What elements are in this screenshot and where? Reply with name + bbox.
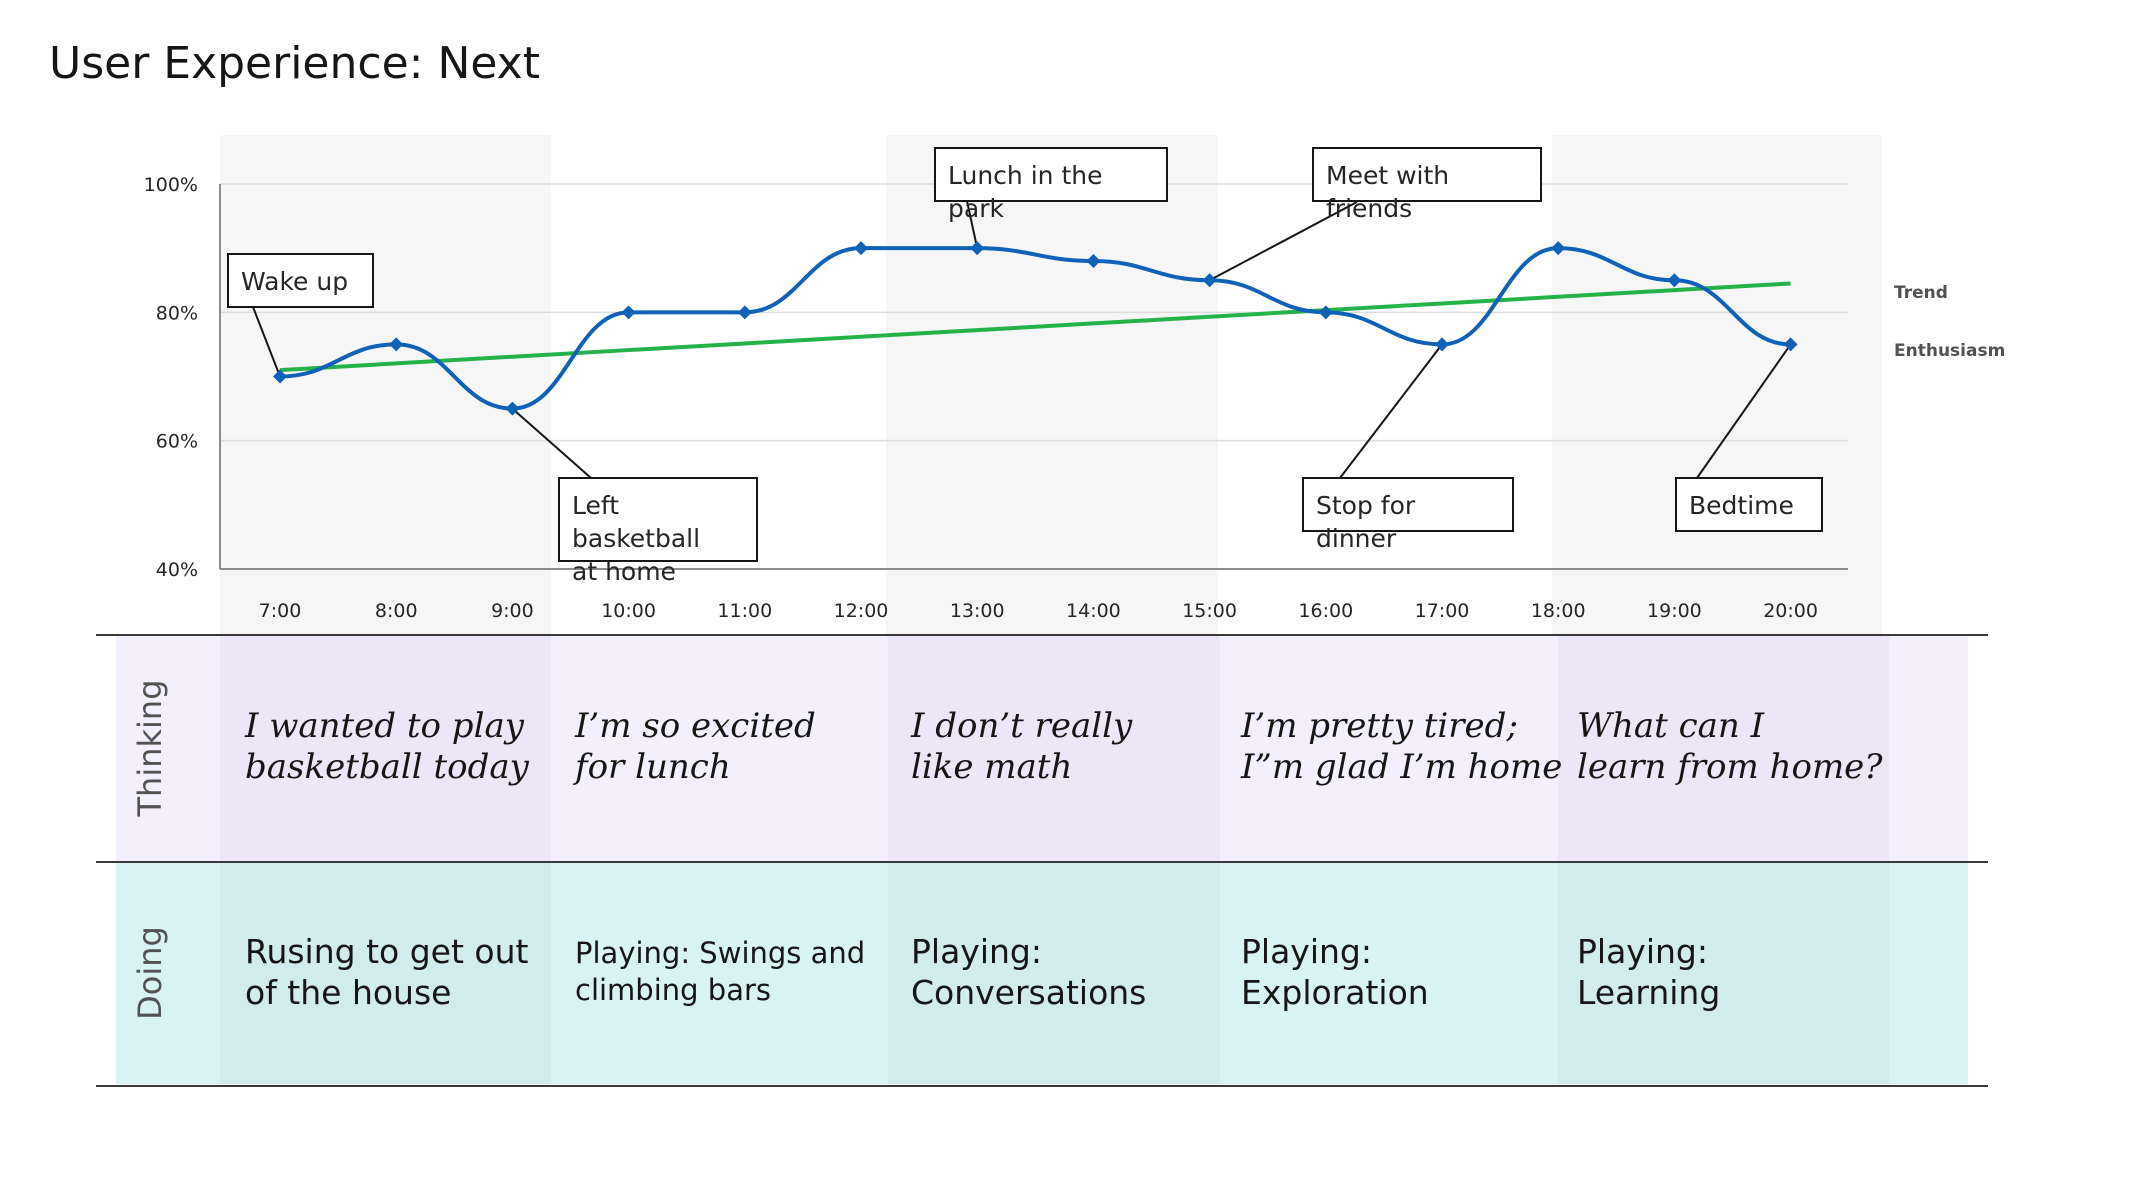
callout-bedtime: Bedtime	[1675, 477, 1823, 532]
callout-meet-with-friends: Meet with friends	[1312, 147, 1542, 202]
thinking-cell: I don’t really like math	[911, 706, 1132, 788]
enthusiasm-point	[854, 241, 868, 255]
time-block-shade	[220, 135, 551, 635]
x-tick-label: 15:00	[1182, 600, 1237, 622]
divider	[96, 634, 1988, 636]
x-tick-label: 9:00	[491, 600, 534, 622]
x-tick-label: 19:00	[1647, 600, 1702, 622]
x-tick-label: 11:00	[717, 600, 772, 622]
legend-enthusiasm: Enthusiasm	[1894, 341, 2005, 361]
callout-left-basketball: Left basketball at home	[558, 477, 758, 562]
time-block-shade	[886, 135, 1218, 635]
doing-cell: Playing: Exploration	[1241, 931, 1429, 1013]
divider	[96, 861, 1988, 863]
divider	[96, 1085, 1988, 1087]
x-tick-label: 10:00	[601, 600, 656, 622]
thinking-cell: What can I learn from home?	[1577, 706, 1883, 788]
x-tick-label: 20:00	[1763, 600, 1818, 622]
doing-cell: Playing: Conversations	[911, 931, 1146, 1013]
callout-stop-for-dinner: Stop for dinner	[1302, 477, 1514, 532]
x-tick-label: 8:00	[375, 600, 418, 622]
thinking-cell: I’m pretty tired; I”m glad I’m home	[1241, 706, 1562, 788]
y-tick-label: 60%	[156, 431, 198, 453]
doing-label: Doing	[131, 926, 169, 1020]
doing-cell: Playing: Swings and climbing bars	[575, 935, 865, 1009]
doing-cell: Playing: Learning	[1577, 931, 1720, 1013]
callout-wake-up: Wake up	[227, 253, 374, 308]
doing-cell: Rusing to get out of the house	[245, 931, 528, 1013]
callout-lunch-in-the-park: Lunch in the park	[934, 147, 1168, 202]
x-tick-label: 18:00	[1531, 600, 1586, 622]
enthusiasm-point	[1319, 305, 1333, 319]
enthusiasm-point	[622, 305, 636, 319]
thinking-cell: I wanted to play basketball today	[245, 706, 529, 788]
x-tick-label: 17:00	[1415, 600, 1470, 622]
thinking-label: Thinking	[131, 679, 169, 816]
y-tick-label: 80%	[156, 302, 198, 324]
x-tick-label: 13:00	[950, 600, 1005, 622]
time-block-shade	[1552, 135, 1882, 635]
enthusiasm-point	[738, 305, 752, 319]
legend-trend: Trend	[1894, 283, 1948, 303]
x-tick-label: 14:00	[1066, 600, 1121, 622]
y-tick-label: 100%	[144, 174, 198, 196]
thinking-cell: I’m so excited for lunch	[575, 706, 816, 788]
x-tick-label: 12:00	[834, 600, 889, 622]
x-tick-label: 7:00	[259, 600, 302, 622]
y-tick-label: 40%	[156, 559, 198, 581]
x-tick-label: 16:00	[1298, 600, 1353, 622]
annotation-leader	[1340, 344, 1442, 478]
